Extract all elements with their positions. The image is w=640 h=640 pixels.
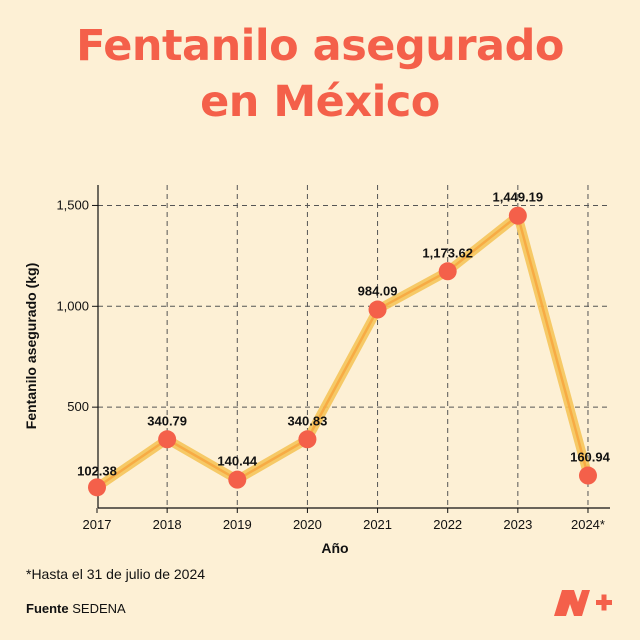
y-axis-label: Fentanilo asegurado (kg): [23, 263, 39, 429]
footnote: *Hasta el 31 de julio de 2024: [26, 566, 206, 582]
y-tick-label: 1,000: [56, 298, 89, 313]
data-label: 102.38: [77, 463, 117, 478]
data-label: 984.09: [358, 284, 398, 299]
data-point: [438, 262, 457, 281]
data-point: [228, 470, 247, 489]
data-point: [298, 430, 317, 449]
data-point: [508, 206, 527, 225]
source-label: Fuente: [26, 601, 69, 616]
data-label: 140.44: [217, 454, 258, 469]
x-tick-label: 2021: [363, 517, 392, 532]
y-tick-label: 1,500: [56, 197, 89, 212]
brand-logo-icon: [554, 590, 612, 616]
title-line-2: en México: [200, 77, 440, 127]
data-label: 160.94: [570, 450, 611, 465]
x-tick-label: 2022: [433, 517, 462, 532]
series-line-core: [96, 214, 590, 489]
x-tick-label: 2020: [293, 517, 322, 532]
x-tick-label: 2023: [503, 517, 532, 532]
data-point: [88, 478, 106, 497]
data-label: 340.83: [288, 413, 328, 428]
x-tick-label: 2019: [223, 517, 252, 532]
source-value: SEDENA: [72, 601, 126, 616]
x-tick-label: 2024*: [571, 517, 605, 532]
chart-title: Fentanilo asegurado en México: [0, 18, 640, 130]
data-label: 340.79: [147, 413, 187, 428]
title-line-1: Fentanilo asegurado: [76, 21, 564, 71]
y-tick-label: 500: [67, 399, 89, 414]
data-point: [578, 466, 597, 485]
source-credit: Fuente SEDENA: [26, 601, 126, 616]
x-tick-label: 2018: [153, 517, 182, 532]
data-label: 1,173.62: [422, 245, 473, 260]
data-point: [158, 430, 177, 449]
data-label: 1,449.19: [493, 190, 544, 205]
data-point: [368, 300, 387, 319]
x-axis-label: Año: [321, 540, 348, 556]
x-tick-label: 2017: [83, 517, 112, 532]
